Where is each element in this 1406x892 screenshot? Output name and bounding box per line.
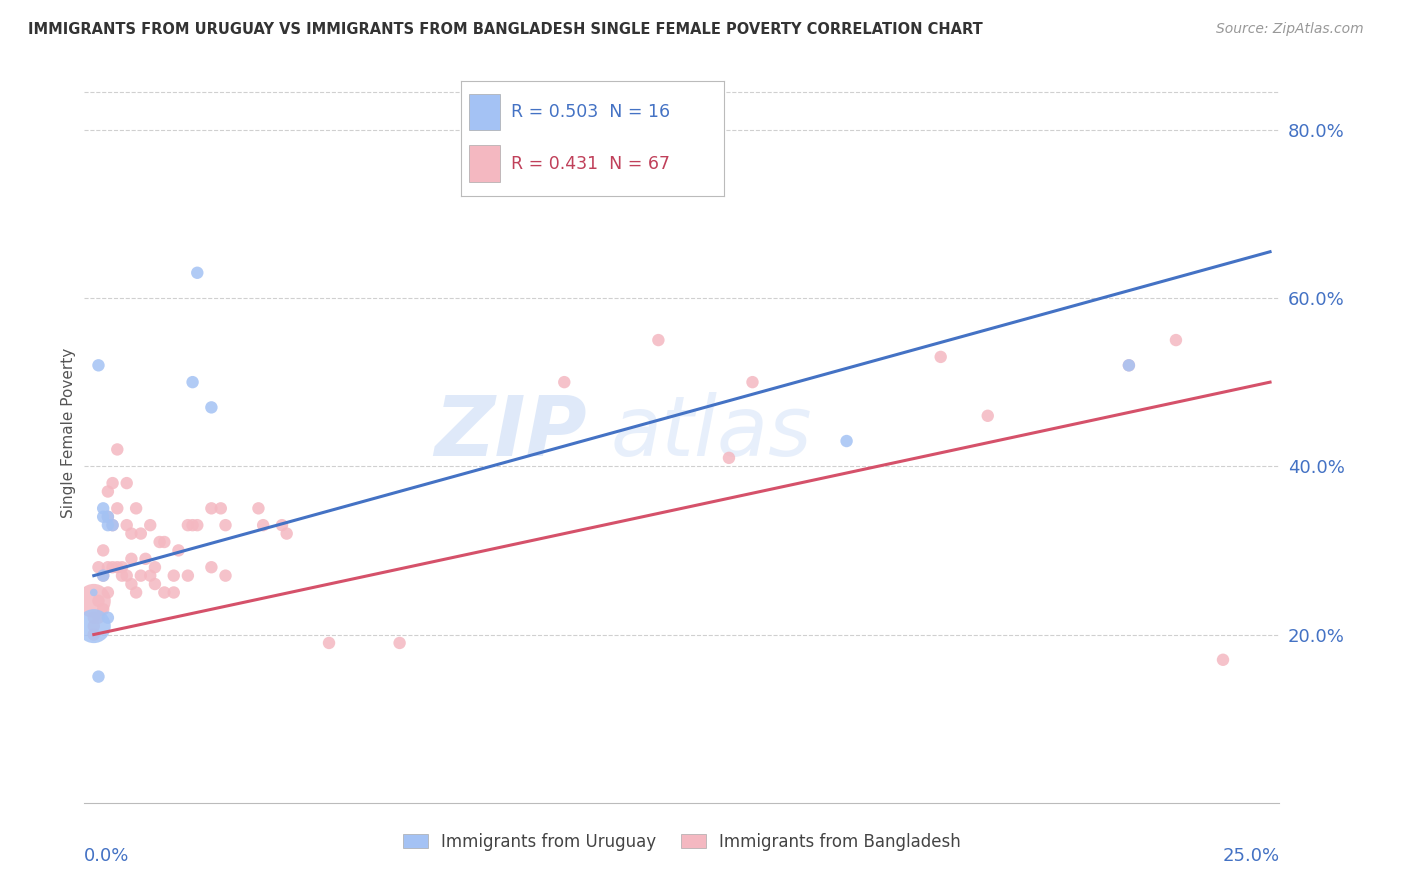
Point — [97, 484, 120, 499]
Point — [1164, 333, 1187, 347]
Point — [647, 333, 669, 347]
Point — [186, 518, 208, 533]
Point — [553, 375, 575, 389]
Point — [252, 518, 274, 533]
Point — [177, 518, 200, 533]
Point — [115, 568, 138, 582]
Point — [1212, 653, 1234, 667]
Point — [120, 526, 142, 541]
Point — [139, 518, 162, 533]
Point — [167, 543, 190, 558]
Point — [101, 518, 124, 533]
Point — [214, 518, 236, 533]
Point — [929, 350, 952, 364]
Point — [115, 476, 138, 491]
Point — [115, 518, 138, 533]
Text: ZIP: ZIP — [433, 392, 586, 473]
Point — [97, 518, 120, 533]
Point — [87, 594, 110, 608]
Point — [143, 560, 166, 574]
Point — [101, 518, 124, 533]
Point — [101, 476, 124, 491]
Point — [214, 568, 236, 582]
Point — [91, 602, 114, 616]
Y-axis label: Single Female Poverty: Single Female Poverty — [60, 348, 76, 517]
Point — [105, 560, 128, 574]
Point — [835, 434, 858, 448]
Point — [105, 501, 128, 516]
Text: 25.0%: 25.0% — [1222, 847, 1279, 865]
Text: 0.0%: 0.0% — [84, 847, 129, 865]
Point — [83, 610, 105, 624]
Point — [200, 560, 222, 574]
Point — [139, 568, 162, 582]
Point — [143, 577, 166, 591]
Point — [200, 501, 222, 516]
Point — [129, 526, 152, 541]
Point — [97, 610, 120, 624]
Text: Source: ZipAtlas.com: Source: ZipAtlas.com — [1216, 22, 1364, 37]
Point — [209, 501, 232, 516]
Point — [200, 401, 222, 415]
Point — [83, 619, 105, 633]
Point — [318, 636, 340, 650]
Point — [91, 543, 114, 558]
Text: IMMIGRANTS FROM URUGUAY VS IMMIGRANTS FROM BANGLADESH SINGLE FEMALE POVERTY CORR: IMMIGRANTS FROM URUGUAY VS IMMIGRANTS FR… — [28, 22, 983, 37]
Point — [101, 560, 124, 574]
Point — [163, 585, 186, 599]
Point — [181, 375, 204, 389]
Point — [120, 577, 142, 591]
Point — [1118, 359, 1140, 373]
Point — [125, 585, 148, 599]
Point — [186, 266, 208, 280]
Point — [276, 526, 298, 541]
Point — [91, 568, 114, 582]
Point — [111, 560, 134, 574]
Point — [111, 568, 134, 582]
Point — [87, 610, 110, 624]
Point — [977, 409, 1000, 423]
Point — [125, 501, 148, 516]
Point — [1118, 359, 1140, 373]
Point — [135, 551, 157, 566]
Point — [87, 359, 110, 373]
Point — [83, 594, 105, 608]
Point — [271, 518, 294, 533]
Point — [83, 585, 105, 599]
Point — [97, 560, 120, 574]
Legend: Immigrants from Uruguay, Immigrants from Bangladesh: Immigrants from Uruguay, Immigrants from… — [396, 826, 967, 857]
Point — [91, 568, 114, 582]
Point — [741, 375, 763, 389]
Point — [97, 509, 120, 524]
Point — [388, 636, 411, 650]
Point — [91, 509, 114, 524]
Point — [153, 535, 176, 549]
Point — [97, 585, 120, 599]
Point — [181, 518, 204, 533]
Point — [83, 619, 105, 633]
Point — [87, 560, 110, 574]
Point — [149, 535, 172, 549]
Point — [91, 501, 114, 516]
Point — [153, 585, 176, 599]
Point — [247, 501, 270, 516]
Point — [717, 450, 740, 465]
Point — [129, 568, 152, 582]
Point — [97, 509, 120, 524]
Point — [83, 627, 105, 641]
Point — [163, 568, 186, 582]
Text: atlas: atlas — [610, 392, 811, 473]
Point — [177, 568, 200, 582]
Point — [120, 551, 142, 566]
Point — [105, 442, 128, 457]
Point — [87, 670, 110, 684]
